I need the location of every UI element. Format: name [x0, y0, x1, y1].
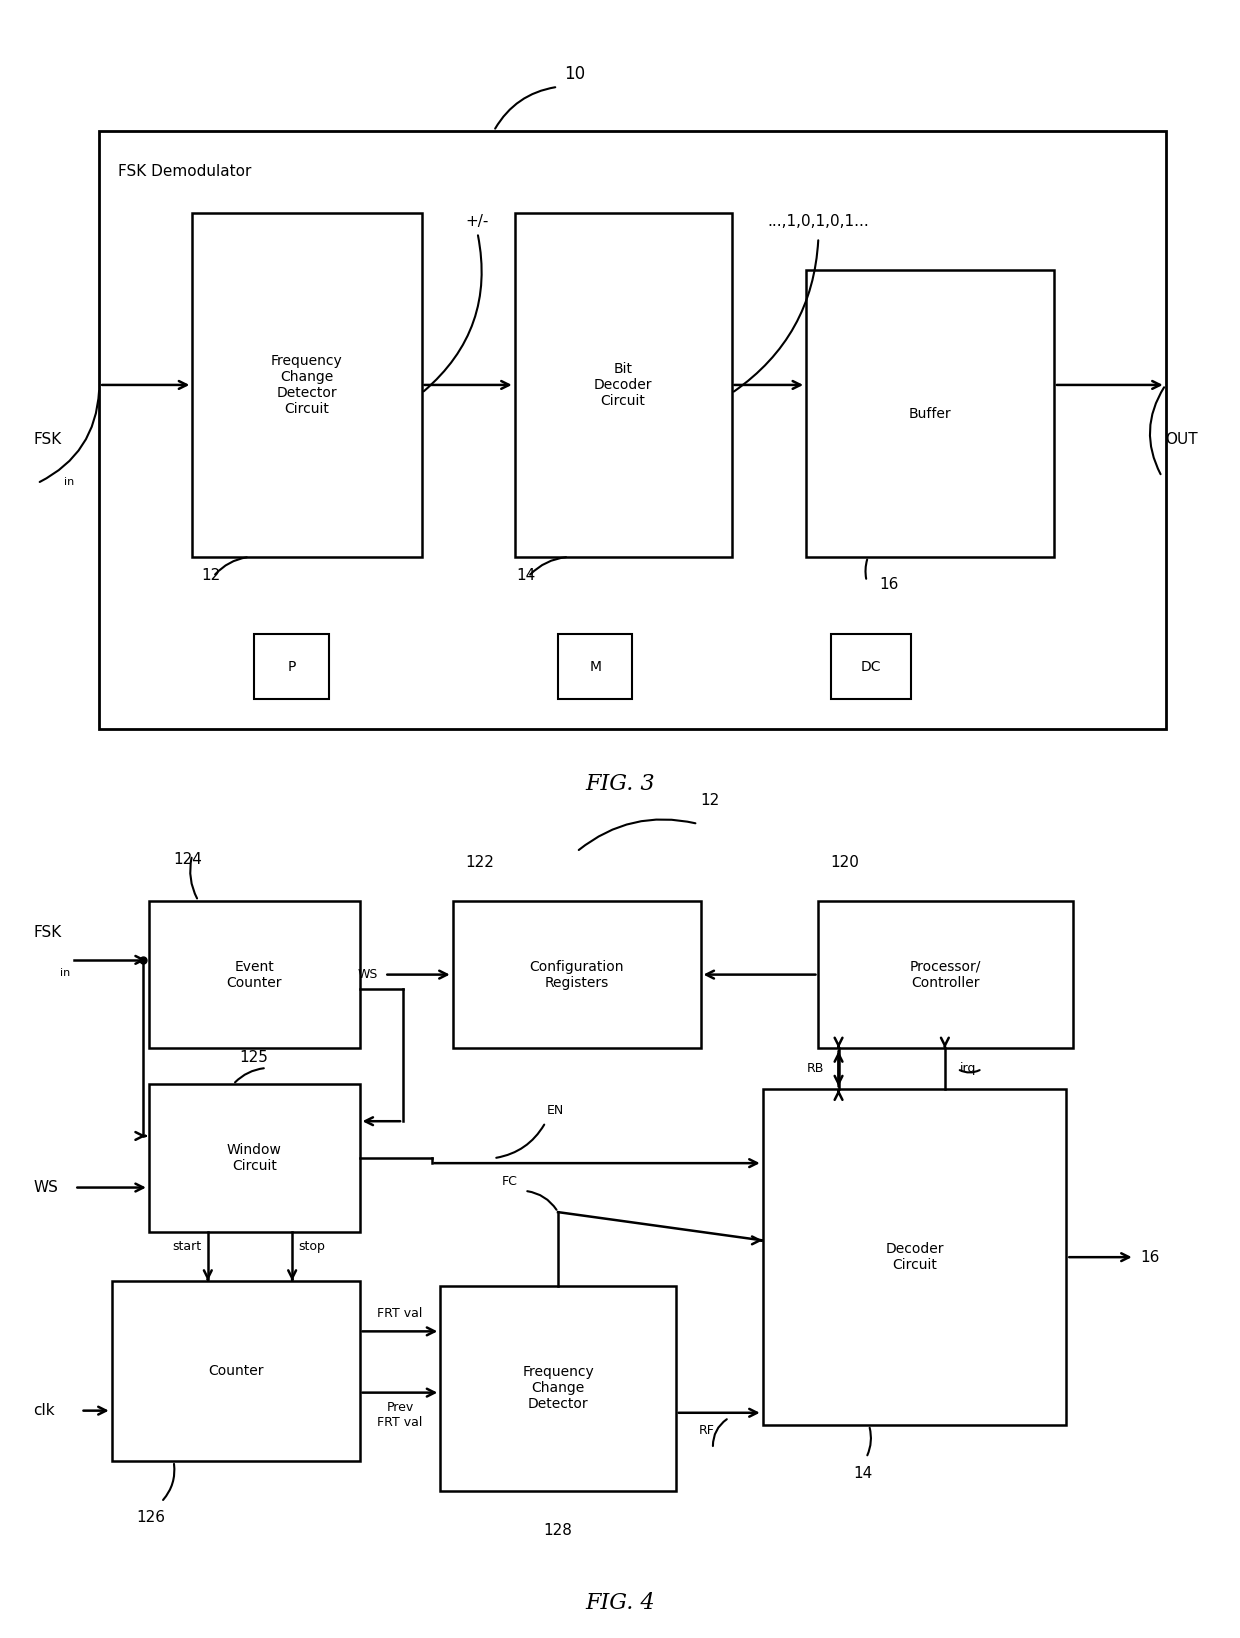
Text: 120: 120: [831, 855, 859, 870]
Bar: [806, 270, 1054, 557]
Text: FSK: FSK: [33, 432, 62, 447]
Bar: [192, 213, 422, 557]
Text: OUT: OUT: [1166, 432, 1198, 447]
Text: Prev
FRT val: Prev FRT val: [377, 1400, 423, 1428]
Text: FSK: FSK: [33, 925, 62, 940]
Text: 125: 125: [239, 1050, 269, 1065]
Bar: [831, 634, 911, 699]
Text: stop: stop: [299, 1240, 325, 1253]
Text: Event
Counter: Event Counter: [227, 960, 281, 989]
Text: EN: EN: [547, 1104, 564, 1117]
Text: RB: RB: [806, 1063, 823, 1075]
Text: FC: FC: [502, 1174, 518, 1188]
Text: start: start: [172, 1240, 202, 1253]
Text: FSK Demodulator: FSK Demodulator: [118, 164, 252, 179]
Text: irq: irq: [960, 1063, 976, 1075]
Text: Frequency
Change
Detector: Frequency Change Detector: [522, 1364, 594, 1412]
Text: Counter: Counter: [208, 1364, 263, 1378]
Text: 16: 16: [879, 577, 899, 591]
Text: 124: 124: [174, 852, 202, 867]
Text: 126: 126: [136, 1510, 165, 1525]
Text: DC: DC: [861, 660, 882, 673]
Text: P: P: [288, 660, 295, 673]
Text: Bit
Decoder
Circuit: Bit Decoder Circuit: [594, 362, 652, 408]
Bar: [558, 634, 632, 699]
Text: Buffer: Buffer: [909, 406, 951, 421]
Text: 12: 12: [201, 568, 221, 583]
Bar: [818, 901, 1073, 1048]
Text: Processor/
Controller: Processor/ Controller: [910, 960, 981, 989]
Text: Decoder
Circuit: Decoder Circuit: [885, 1242, 944, 1273]
Text: 16: 16: [1141, 1250, 1161, 1265]
Bar: [149, 1084, 360, 1232]
Text: 10: 10: [564, 66, 585, 82]
Text: 128: 128: [543, 1523, 573, 1538]
Text: M: M: [589, 660, 601, 673]
Bar: [254, 634, 329, 699]
Text: 14: 14: [516, 568, 536, 583]
Text: 14: 14: [853, 1466, 873, 1481]
Text: FIG. 3: FIG. 3: [585, 773, 655, 794]
Text: ...,1,0,1,0,1...: ...,1,0,1,0,1...: [768, 215, 869, 229]
Text: 12: 12: [701, 793, 720, 808]
Text: WS: WS: [358, 968, 378, 981]
Text: WS: WS: [33, 1179, 58, 1196]
Text: Window
Circuit: Window Circuit: [227, 1143, 281, 1173]
Bar: [515, 213, 732, 557]
Text: RF: RF: [699, 1423, 714, 1437]
Text: FIG. 4: FIG. 4: [585, 1592, 655, 1613]
Bar: [112, 1281, 360, 1461]
Bar: [440, 1286, 676, 1491]
Text: clk: clk: [33, 1404, 55, 1419]
Text: +/-: +/-: [466, 215, 489, 229]
Bar: [99, 131, 1166, 729]
Text: in: in: [64, 477, 74, 486]
Text: FRT val: FRT val: [377, 1307, 423, 1320]
Text: in: in: [60, 968, 69, 978]
Text: Frequency
Change
Detector
Circuit: Frequency Change Detector Circuit: [272, 354, 342, 416]
Text: Configuration
Registers: Configuration Registers: [529, 960, 624, 989]
Bar: [149, 901, 360, 1048]
Bar: [453, 901, 701, 1048]
Bar: [763, 1089, 1066, 1425]
Text: 122: 122: [465, 855, 494, 870]
